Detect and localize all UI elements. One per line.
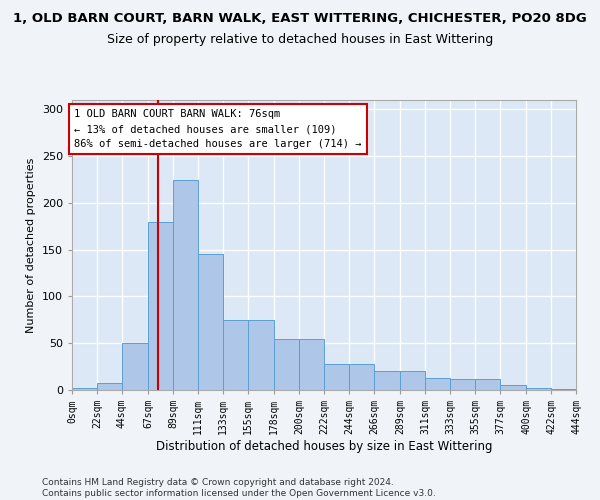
Bar	[173, 180, 198, 390]
Bar	[374, 372, 400, 390]
Bar	[425, 378, 450, 390]
Bar	[551, 389, 576, 390]
Bar	[274, 338, 299, 390]
Bar	[324, 364, 349, 390]
Bar	[223, 320, 248, 390]
Bar	[450, 379, 475, 390]
Bar	[299, 338, 324, 390]
Bar	[198, 254, 223, 390]
Bar	[349, 364, 374, 390]
Text: Contains HM Land Registry data © Crown copyright and database right 2024.
Contai: Contains HM Land Registry data © Crown c…	[42, 478, 436, 498]
Bar	[500, 386, 526, 390]
Bar	[122, 343, 148, 390]
Bar	[248, 320, 274, 390]
Bar	[526, 388, 551, 390]
Bar	[97, 382, 122, 390]
Text: 1 OLD BARN COURT BARN WALK: 76sqm
← 13% of detached houses are smaller (109)
86%: 1 OLD BARN COURT BARN WALK: 76sqm ← 13% …	[74, 110, 362, 149]
Bar	[72, 388, 97, 390]
Text: 1, OLD BARN COURT, BARN WALK, EAST WITTERING, CHICHESTER, PO20 8DG: 1, OLD BARN COURT, BARN WALK, EAST WITTE…	[13, 12, 587, 26]
X-axis label: Distribution of detached houses by size in East Wittering: Distribution of detached houses by size …	[156, 440, 492, 453]
Bar	[400, 372, 425, 390]
Y-axis label: Number of detached properties: Number of detached properties	[26, 158, 36, 332]
Text: Size of property relative to detached houses in East Wittering: Size of property relative to detached ho…	[107, 32, 493, 46]
Bar	[475, 379, 500, 390]
Bar	[148, 222, 173, 390]
